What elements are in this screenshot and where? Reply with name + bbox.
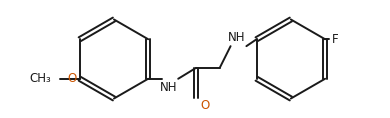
Text: CH₃: CH₃ [29, 72, 51, 85]
Text: NH: NH [228, 31, 245, 44]
Text: O: O [67, 72, 77, 85]
Text: O: O [200, 99, 209, 112]
Text: F: F [332, 33, 339, 46]
Text: NH: NH [160, 81, 177, 94]
